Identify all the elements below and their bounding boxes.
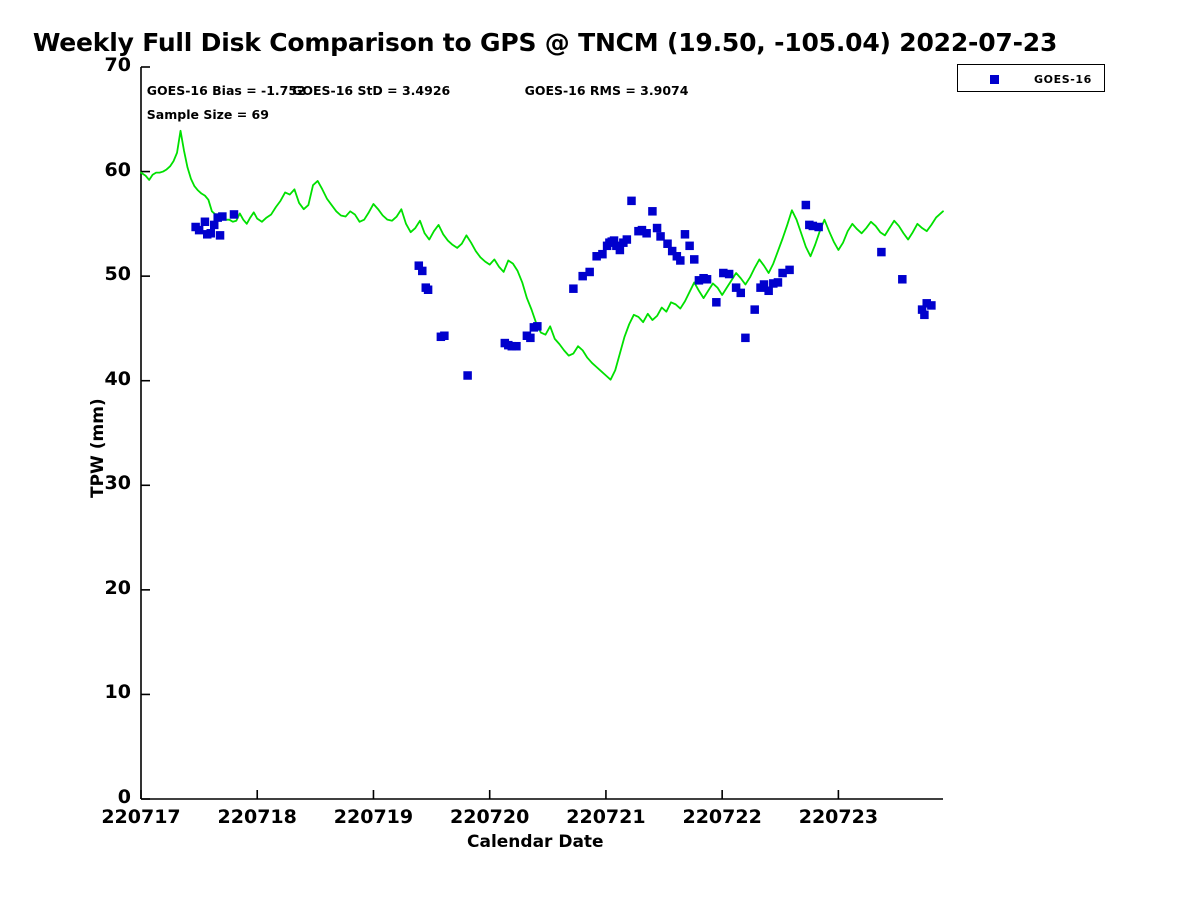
data-point-marker xyxy=(676,256,685,265)
x-axis-label: Calendar Date xyxy=(467,832,604,852)
data-point-marker xyxy=(801,200,811,210)
data-point-marker xyxy=(736,288,746,298)
y-tick-label: 30 xyxy=(104,472,131,495)
data-point-marker xyxy=(922,299,931,308)
data-point-marker xyxy=(917,305,927,314)
data-point-marker xyxy=(898,275,907,284)
x-tick-label: 220720 xyxy=(450,806,530,828)
data-point-marker xyxy=(229,210,239,219)
legend-marker-goes16 xyxy=(990,75,999,84)
data-point-marker xyxy=(209,220,219,230)
data-point-marker xyxy=(663,239,672,248)
goes16-scatter-series xyxy=(191,196,936,380)
data-point-marker xyxy=(750,305,759,314)
data-point-marker xyxy=(712,298,721,307)
axes xyxy=(140,66,943,800)
data-point-marker xyxy=(206,229,215,238)
data-point-marker xyxy=(194,225,204,235)
data-point-marker xyxy=(694,276,704,285)
y-tick-label: 10 xyxy=(104,681,131,704)
y-tick-label: 0 xyxy=(117,786,131,808)
stat-annotation: GOES-16 RMS = 3.9074 xyxy=(524,83,689,99)
data-point-marker xyxy=(512,341,521,351)
data-point-marker xyxy=(423,285,433,294)
data-point-marker xyxy=(920,310,929,320)
data-point-marker xyxy=(652,223,662,233)
data-point-marker xyxy=(785,265,794,275)
data-point-marker xyxy=(656,232,665,241)
data-point-marker xyxy=(585,267,594,277)
page-title: Weekly Full Disk Comparison to GPS @ TNC… xyxy=(32,28,1058,57)
data-point-marker xyxy=(463,371,472,380)
data-point-marker xyxy=(622,235,632,244)
data-point-marker xyxy=(702,275,712,284)
data-point-marker xyxy=(592,252,601,261)
data-point-marker xyxy=(814,222,823,232)
x-tick-label: 220719 xyxy=(333,806,414,828)
y-axis-label: TPW (mm) xyxy=(88,398,108,498)
data-point-marker xyxy=(609,236,619,245)
data-point-marker xyxy=(764,286,773,296)
y-tick-label: 20 xyxy=(104,576,131,599)
x-tick-label: 220717 xyxy=(101,806,181,828)
data-point-marker xyxy=(769,279,778,288)
data-point-marker xyxy=(731,283,741,292)
data-point-marker xyxy=(627,196,636,206)
y-tick-label: 70 xyxy=(104,54,131,76)
data-point-marker xyxy=(200,217,210,227)
legend-label-goes16: GOES-16 xyxy=(1034,73,1092,86)
data-point-marker xyxy=(213,213,222,222)
stat-annotation: GOES-16 Bias = -1.752 xyxy=(146,83,306,99)
data-point-marker xyxy=(741,333,750,343)
x-tick-label: 220721 xyxy=(566,806,646,828)
data-point-marker xyxy=(569,284,578,293)
data-point-marker xyxy=(526,333,535,343)
data-point-marker xyxy=(927,301,936,310)
data-point-marker xyxy=(773,278,783,287)
data-point-marker xyxy=(598,249,607,259)
data-point-marker xyxy=(778,268,787,278)
data-point-marker xyxy=(685,241,694,251)
legend: GOES-16 xyxy=(957,64,1105,92)
data-point-marker xyxy=(533,322,542,331)
gps-line-series xyxy=(140,129,944,381)
data-point-marker xyxy=(414,261,424,270)
data-point-marker xyxy=(759,280,769,289)
data-point-marker xyxy=(615,245,625,255)
stat-annotation: GOES-16 StD = 3.4926 xyxy=(292,83,451,99)
data-point-marker xyxy=(637,225,647,235)
data-point-marker xyxy=(418,266,427,276)
data-point-marker xyxy=(690,255,699,264)
data-point-marker xyxy=(440,331,449,340)
data-point-marker xyxy=(507,341,517,351)
data-point-marker xyxy=(642,229,651,238)
gps-trace-line xyxy=(140,129,944,381)
data-point-marker xyxy=(578,271,587,281)
data-point-marker xyxy=(680,230,690,239)
data-point-marker xyxy=(215,231,225,240)
data-point-marker xyxy=(648,207,657,216)
x-tick-label: 220723 xyxy=(798,806,879,828)
data-point-marker xyxy=(719,268,728,278)
y-tick-label: 50 xyxy=(104,263,131,286)
data-point-marker xyxy=(808,221,818,231)
x-tick-label: 220718 xyxy=(217,806,297,828)
stat-annotation: Sample Size = 69 xyxy=(146,107,269,123)
data-point-marker xyxy=(724,269,734,279)
y-tick-label: 40 xyxy=(104,367,131,390)
data-point-marker xyxy=(667,246,677,256)
x-tick-label: 220722 xyxy=(682,806,762,828)
data-point-marker xyxy=(877,247,886,257)
data-point-marker xyxy=(218,212,227,221)
y-tick-label: 60 xyxy=(104,158,131,181)
